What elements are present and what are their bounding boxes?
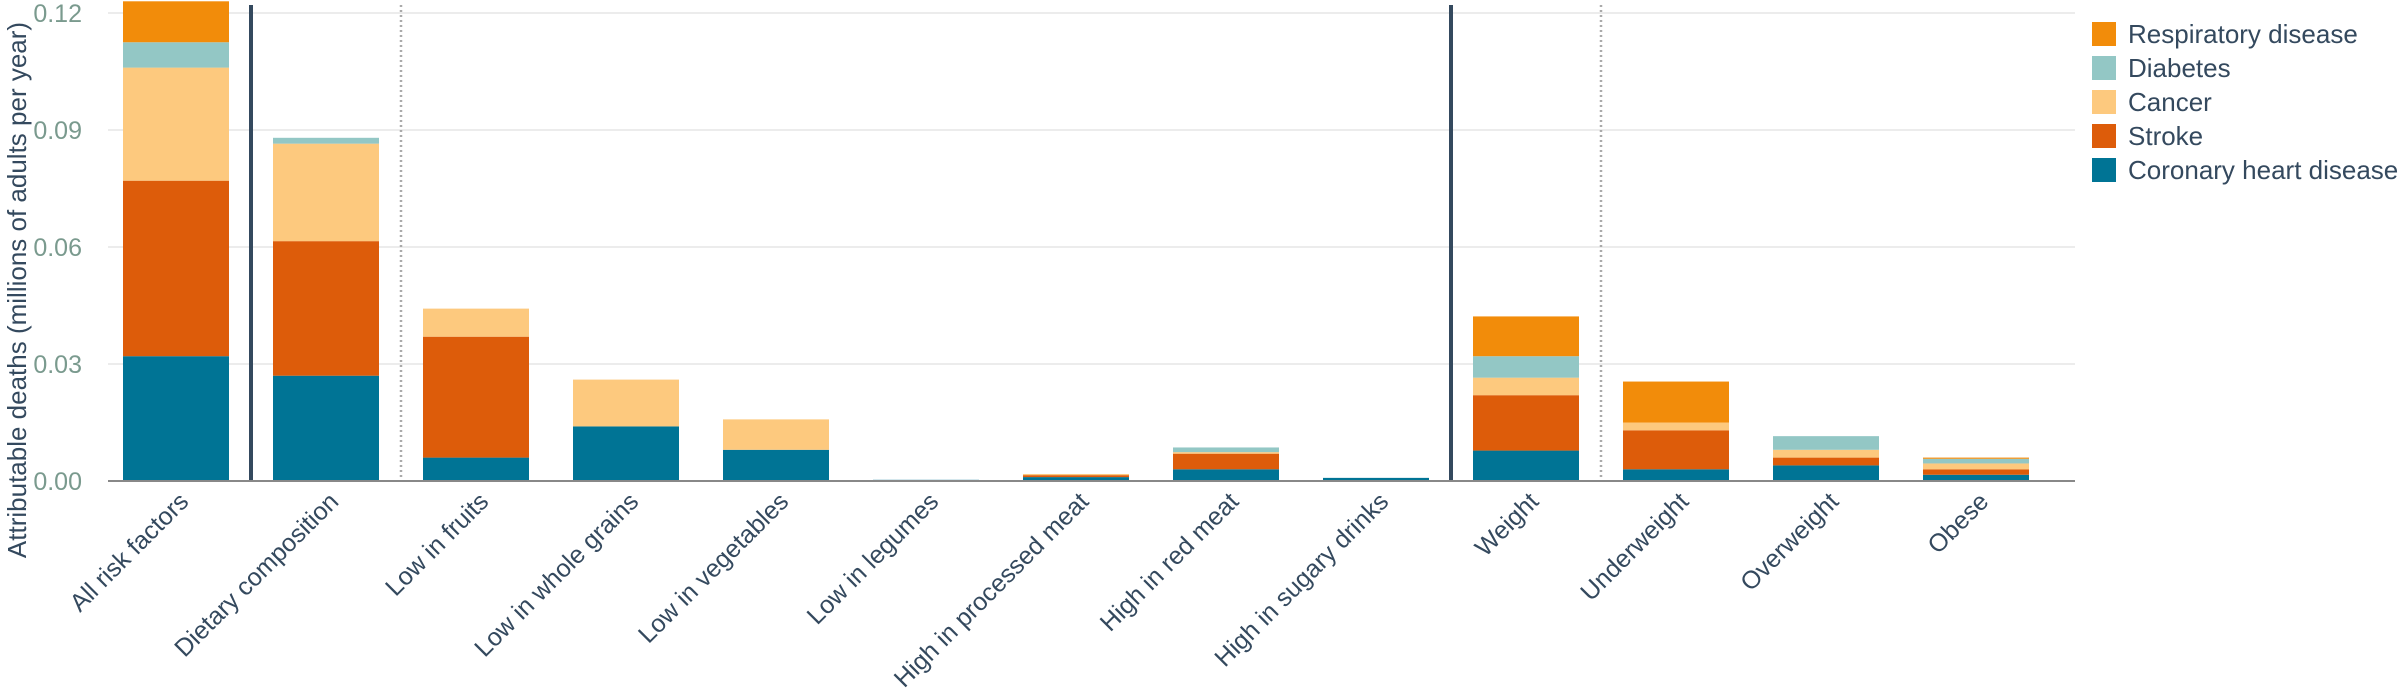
y-tick-labels: 0.00 0.03 0.06 0.09 0.12 [33,0,82,496]
legend: Respiratory disease Diabetes Cancer Stroke C… [2092,19,2398,185]
grid-lines [108,12,2075,365]
bar-segment-respiratory-disease: Weight — Respiratory disease: 0.0102 [1473,316,1579,357]
legend-label: Coronary heart disease [2128,155,2398,185]
bar-segment-diabetes: Obese — Diabetes: 0.0012 [1923,458,2029,464]
x-category-label: High in sugary drinks [1209,487,1394,672]
bar-segment-coronary-heart-disease: Obese — Coronary heart disease: 0.0016 [1923,474,2029,481]
x-category-label: Dietary composition [169,487,344,662]
bar-segment-respiratory-disease: All risk factors — Respiratory disease: … [123,1,229,43]
bar-segment-cancer: Weight — Cancer: 0.0045 [1473,377,1579,396]
bar-segment-cancer: Underweight — Cancer: 0.002 [1623,422,1729,431]
bar-segment-coronary-heart-disease: High in processed meat — Coronary heart … [1023,477,1129,481]
x-category-label: High in red meat [1095,487,1245,637]
bar-segment-diabetes: Weight — Diabetes: 0.0055 [1473,356,1579,378]
bar-segment-cancer: Low in vegetables — Cancer: 0.0078 [723,419,829,450]
y-tick-label: 0.09 [33,117,82,145]
bar-segment-cancer: Low in whole grains — Cancer: 0.012 [573,379,679,427]
bar-segment-stroke: High in red meat — Stroke: 0.004 [1173,453,1279,470]
bar-segment-coronary-heart-disease: Low in fruits — Coronary heart disease: … [423,457,529,481]
bar-segment-cancer: Obese — Cancer: 0.0015 [1923,463,2029,470]
legend-label: Respiratory disease [2128,19,2358,49]
x-category-label: Overweight [1735,487,1844,596]
y-tick-label: 0.12 [33,0,82,28]
y-tick-label: 0.06 [33,234,82,262]
bars: All risk factors — Coronary heart diseas… [123,1,2029,481]
bar-segment-diabetes: High in red meat — Diabetes: 0.0012 [1173,447,1279,453]
bar-segment-respiratory-disease: Underweight — Respiratory disease: 0.010… [1623,381,1729,423]
legend-swatch [2092,22,2116,46]
legend-swatch [2092,90,2116,114]
bar-segment-coronary-heart-disease: Dietary composition — Coronary heart dis… [273,375,379,481]
group-separators [249,5,1603,481]
bar-segment-cancer: High in red meat — Cancer: 0.0004 [1173,452,1279,454]
bar-segment-coronary-heart-disease: Low in whole grains — Coronary heart dis… [573,426,679,481]
bar-segment-cancer: Dietary composition — Cancer: 0.025 [273,143,379,242]
bar-segment-cancer: Low in fruits — Cancer: 0.0072 [423,308,529,337]
bar-segment-stroke: Obese — Stroke: 0.0014 [1923,469,2029,475]
bar-segment-stroke: Underweight — Stroke: 0.01 [1623,430,1729,470]
bar-segment-coronary-heart-disease: Weight — Coronary heart disease: 0.0078 [1473,450,1579,481]
bar-segment-stroke: Low in fruits — Stroke: 0.031 [423,336,529,458]
bar-segment-coronary-heart-disease: Underweight — Coronary heart disease: 0.… [1623,469,1729,481]
bar-segment-coronary-heart-disease: High in red meat — Coronary heart diseas… [1173,469,1279,481]
legend-label: Cancer [2128,87,2212,117]
y-tick-label: 0.00 [33,468,82,496]
x-category-label: All risk factors [64,487,194,617]
bar-segment-coronary-heart-disease: All risk factors — Coronary heart diseas… [123,356,229,481]
x-category-label: Weight [1470,487,1545,562]
x-category-label: Low in fruits [380,487,494,601]
bar-segment-stroke: Overweight — Stroke: 0.002 [1773,457,1879,466]
bar-segment-diabetes: Overweight — Diabetes: 0.0035 [1773,436,1879,450]
y-axis-title: Attributable deaths (millions of adults … [2,22,32,558]
bar-segment-stroke: Dietary composition — Stroke: 0.0345 [273,241,379,376]
legend-label: Diabetes [2128,53,2231,83]
bar-segment-coronary-heart-disease: Overweight — Coronary heart disease: 0.0… [1773,465,1879,481]
bar-segment-respiratory-disease: Obese — Respiratory disease: 0.0003 [1923,457,2029,459]
bar-segment-cancer: Overweight — Cancer: 0.002 [1773,449,1879,458]
legend-swatch [2092,158,2116,182]
bar-segment-diabetes: All risk factors — Diabetes: 0.0065 [123,42,229,68]
x-category-label: Low in legumes [802,487,945,630]
bar-segment-stroke: High in processed meat — Stroke: 0.0005 [1023,475,1129,478]
x-category-label: Underweight [1575,487,1694,606]
bar-segment-diabetes: Dietary composition — Diabetes: 0.0015 [273,137,379,144]
x-category-label: Obese [1922,487,1994,559]
x-category-label: Low in whole grains [469,487,644,662]
bar-segment-cancer: High in processed meat — Cancer: 0.0003 [1023,473,1129,476]
bar-segment-coronary-heart-disease: Low in vegetables — Coronary heart disea… [723,449,829,481]
bar-segment-stroke: Weight — Stroke: 0.0142 [1473,395,1579,451]
bar-segment-coronary-heart-disease: High in sugary drinks — Coronary heart d… [1323,477,1429,481]
legend-swatch [2092,124,2116,148]
x-category-label: Low in vegetables [633,487,794,648]
legend-label: Stroke [2128,121,2203,151]
legend-swatch [2092,56,2116,80]
y-tick-label: 0.03 [33,351,82,379]
bar-segment-stroke: All risk factors — Stroke: 0.045 [123,180,229,357]
bar-segment-cancer: All risk factors — Cancer: 0.029 [123,67,229,181]
